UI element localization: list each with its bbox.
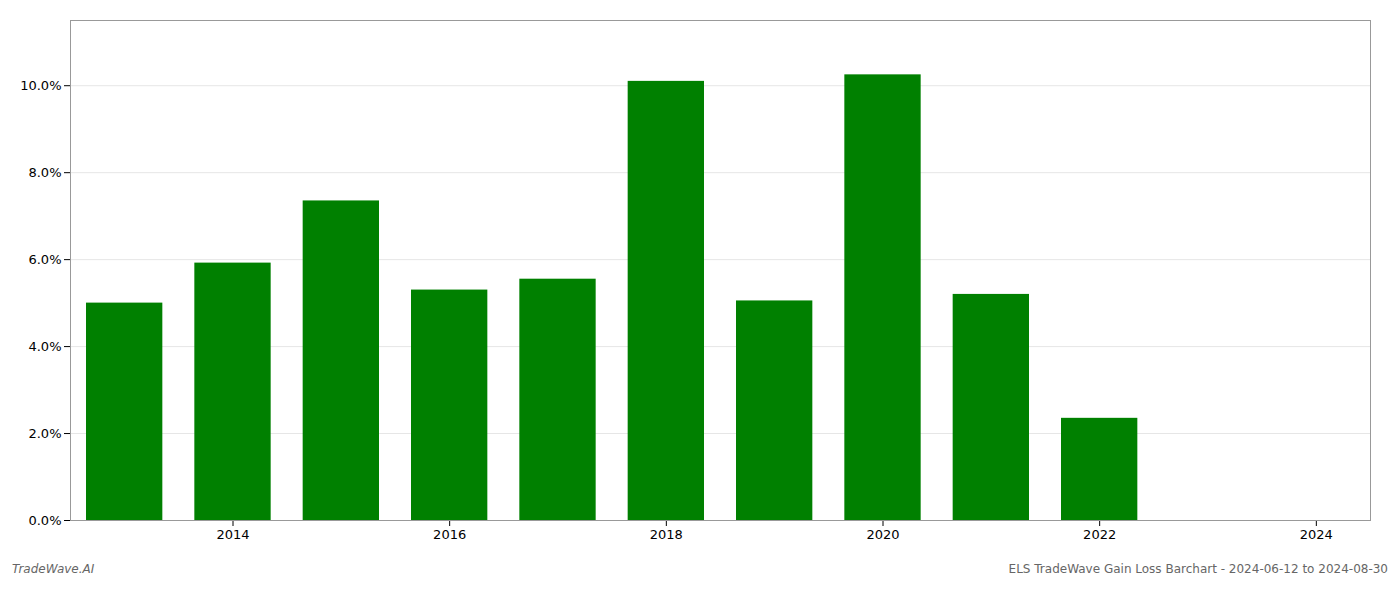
- svg-text:2016: 2016: [433, 527, 466, 542]
- svg-text:2022: 2022: [1083, 527, 1116, 542]
- svg-text:2.0%: 2.0%: [28, 426, 61, 441]
- html-text:TradeWave.AI: TradeWave.AI: [12, 562, 95, 576]
- svg-text:10.0%: 10.0%: [20, 78, 61, 93]
- svg-text:2014: 2014: [216, 527, 249, 542]
- svg-text:2024: 2024: [1300, 527, 1333, 542]
- svg-text:6.0%: 6.0%: [28, 252, 61, 267]
- svg-text:8.0%: 8.0%: [28, 165, 61, 180]
- html-text:ELS TradeWave Gain Loss Barcha: ELS TradeWave Gain Loss Barchart - 2024-…: [1008, 562, 1388, 576]
- svg-text:0.0%: 0.0%: [28, 513, 61, 528]
- svg-text:2020: 2020: [866, 527, 899, 542]
- svg-text:4.0%: 4.0%: [28, 339, 61, 354]
- svg-text:2018: 2018: [650, 527, 683, 542]
